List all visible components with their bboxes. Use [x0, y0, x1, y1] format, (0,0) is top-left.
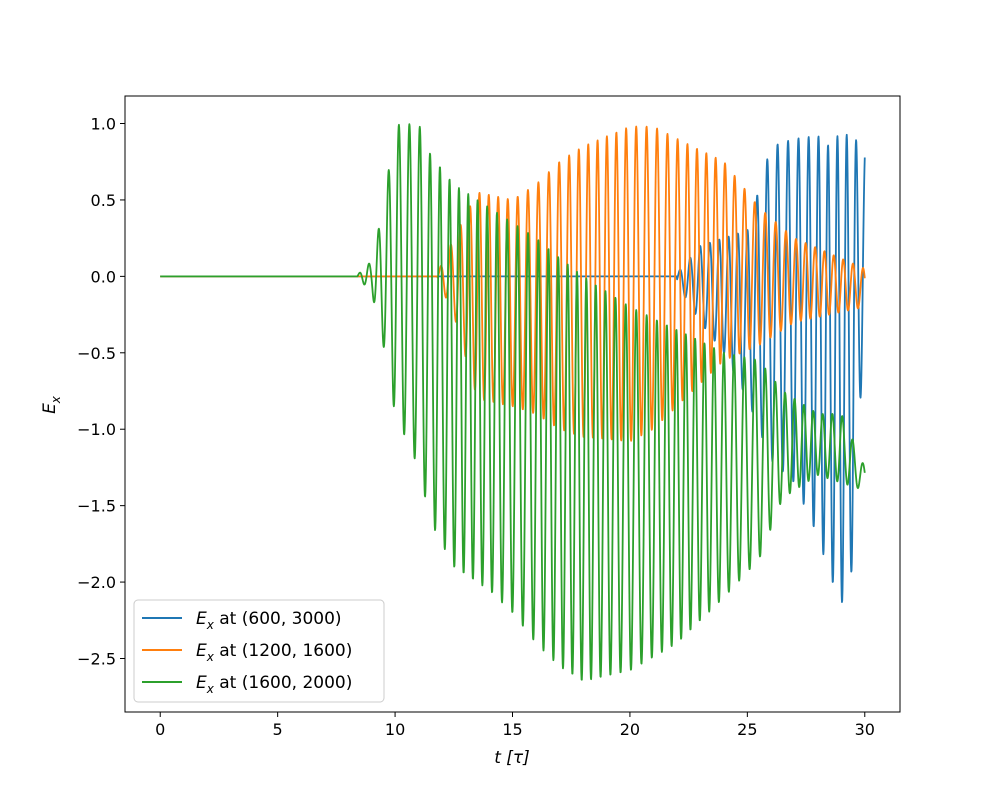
y-axis: 1.0 0.5 0.0 −0.5 −1.0 −1.5 −2.0 −2.5 — [77, 115, 125, 669]
x-tick-label: 0 — [155, 720, 165, 739]
y-tick-label: −2.0 — [77, 573, 116, 592]
x-axis: 0 5 10 15 20 25 30 — [155, 712, 875, 739]
y-tick-label: 1.0 — [91, 115, 116, 134]
legend: Ex at (600, 3000) Ex at (1200, 1600) Ex at… — [133, 599, 385, 703]
y-axis-label: Ex — [40, 395, 63, 414]
legend-label-1: Ex at (600, 3000) — [196, 609, 342, 632]
series-layer — [159, 123, 866, 681]
x-tick-label: 20 — [620, 720, 640, 739]
y-tick-label: −0.5 — [77, 344, 116, 363]
x-axis-label: t [τ] — [494, 748, 530, 768]
x-tick-label: 15 — [502, 720, 522, 739]
legend-label-2: Ex at (1200, 1600) — [196, 641, 352, 664]
legend-label-3: Ex at (1600, 2000) — [196, 673, 352, 696]
x-tick-label: 30 — [855, 720, 875, 739]
y-tick-label: −2.5 — [77, 650, 116, 669]
y-tick-label: 0.5 — [91, 191, 116, 210]
y-tick-label: −1.5 — [77, 497, 116, 516]
series-line-3 — [159, 123, 866, 681]
x-tick-label: 5 — [273, 720, 283, 739]
x-tick-label: 10 — [385, 720, 405, 739]
y-tick-label: 0.0 — [91, 267, 116, 286]
legend-box — [133, 599, 385, 703]
y-tick-label: −1.0 — [77, 420, 116, 439]
x-tick-label: 25 — [737, 720, 757, 739]
